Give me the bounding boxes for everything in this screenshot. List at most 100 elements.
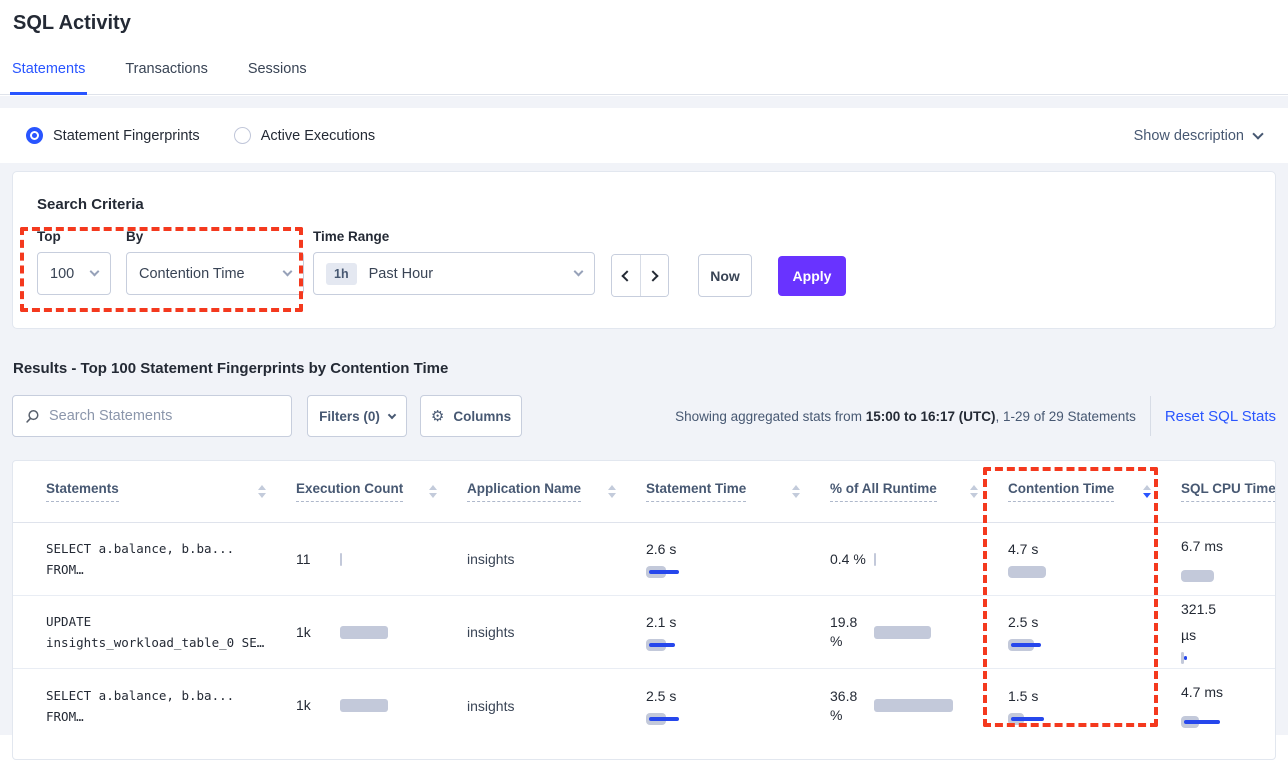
sql-cpu-time-cell: 321.5 µs [1181,600,1275,664]
time-range-value: Past Hour [368,265,434,282]
filters-label: Filters (0) [319,408,380,424]
top-field-group: Top 100 [37,229,111,295]
execution-count-cell: 11 [296,550,467,569]
sql-cpu-bar [1181,569,1214,582]
showing-stats-text: Showing aggregated stats from 15:00 to 1… [675,408,1136,424]
sort-icon [608,485,616,498]
by-label: By [126,229,144,244]
contention-time-cell: 2.5 s [1008,613,1181,651]
column-header-statement-time[interactable]: Statement Time [646,481,830,502]
sort-icon [429,485,437,498]
column-header-statements[interactable]: Statements [46,481,296,502]
chevron-left-icon [621,269,633,282]
next-time-range-button[interactable] [639,255,668,296]
radio-label: Active Executions [260,127,376,144]
chevron-down-icon [1252,127,1264,140]
search-criteria-heading: Search Criteria [37,196,144,213]
reset-sql-stats-link[interactable]: Reset SQL Stats [1164,407,1276,425]
by-select[interactable]: Contention Time [126,252,304,295]
showing-range: 15:00 to 16:17 (UTC) [865,408,996,424]
radio-active-executions[interactable]: Active Executions [233,127,376,144]
statement-link[interactable]: SELECT a.balance, b.ba... FROM… [46,541,235,577]
columns-button[interactable]: ⚙ Columns [420,395,522,437]
previous-time-range-button[interactable] [612,255,640,296]
sql-cpu-line [1184,720,1220,724]
statement-time-cell: 2.5 s [646,687,830,725]
tab-transactions[interactable]: Transactions [125,61,208,77]
sql-cpu-time-cell: 6.7 ms [1181,537,1275,582]
table-row: SELECT a.balance, b.ba... FROM… 1k insig… [13,669,1275,742]
page-header: SQL Activity Statements Transactions Ses… [0,0,1288,95]
top-select-value: 100 [50,265,75,282]
sql-cpu-line [1184,656,1187,660]
statement-time-cell: 2.6 s [646,540,830,578]
column-header-sql-cpu-time[interactable]: SQL CPU Time [1181,481,1275,502]
vertical-divider [1149,396,1151,436]
search-icon [26,409,39,423]
columns-label: Columns [453,408,512,424]
sort-icon [792,485,800,498]
table-row: SELECT a.balance, b.ba... FROM… 11 insig… [13,523,1275,596]
time-range-dropdown[interactable]: 1h Past Hour [313,252,595,295]
runtime-pct-bar [874,699,953,712]
contention-time-bar [1008,566,1046,578]
execution-count-cell: 1k [296,696,467,715]
now-button[interactable]: Now [698,254,752,297]
statement-link[interactable]: UPDATE insights_workload_table_0 SE… [46,614,265,650]
sql-cpu-time-cell: 4.7 ms [1181,683,1275,728]
search-statements-input[interactable] [49,408,279,424]
time-range-label: Time Range [313,229,390,244]
search-criteria-panel: Search Criteria Top 100 By Contention Ti… [12,171,1276,329]
contention-time-cell: 1.5 s [1008,687,1181,725]
chevron-down-icon [282,266,293,277]
search-statements-box [12,395,292,437]
tab-statements[interactable]: Statements [10,61,88,95]
by-select-value: Contention Time [139,265,245,282]
contention-time-cell: 4.7 s [1008,540,1181,578]
filters-button[interactable]: Filters (0) [307,395,407,437]
application-name-cell: insights [467,624,515,640]
time-range-badge: 1h [326,262,357,285]
top-label: Top [37,229,61,244]
page-title: SQL Activity [13,12,131,34]
runtime-pct-bar [874,552,876,566]
statement-time-cell: 2.1 s [646,613,830,651]
table-row: UPDATE insights_workload_table_0 SE… 1k … [13,596,1275,669]
time-range-arrows [611,254,669,297]
apply-button[interactable]: Apply [778,256,846,296]
chevron-down-icon [387,410,397,419]
column-header-contention-time[interactable]: Contention Time [1008,481,1181,502]
tab-sessions[interactable]: Sessions [247,61,307,77]
contention-time-line [1011,716,1044,721]
statements-table: Statements Execution Count Application N… [12,460,1276,760]
by-field-group: By Contention Time [126,229,304,295]
statement-link[interactable]: SELECT a.balance, b.ba... FROM… [46,687,235,724]
radio-statement-fingerprints[interactable]: Statement Fingerprints [26,127,200,144]
column-header-execution-count[interactable]: Execution Count [296,481,467,502]
sql-cpu-bar [1181,652,1184,664]
execution-count-bar [340,625,388,639]
gear-icon: ⚙ [430,407,445,425]
contention-time-line [1011,643,1041,647]
show-description-toggle[interactable]: Show description [1134,127,1264,144]
results-toolbar: Filters (0) ⚙ Columns Showing aggregated… [12,395,1276,437]
top-select[interactable]: 100 [37,252,111,295]
tab-bar: Statements Transactions Sessions [10,61,309,95]
execution-count-cell: 1k [296,623,467,642]
view-toggle-bar: Statement Fingerprints Active Executions… [0,108,1288,163]
application-name-cell: insights [467,551,515,567]
runtime-pct-cell: 19.8% [830,613,1008,651]
column-header-runtime-pct[interactable]: % of All Runtime [830,481,1008,502]
chevron-down-icon [573,266,584,277]
runtime-pct-bar [874,625,931,639]
execution-count-bar [340,552,342,566]
column-header-application-name[interactable]: Application Name [467,481,646,502]
sort-icon [258,485,266,498]
chevron-down-icon [89,266,100,277]
radio-selected-icon [26,127,43,144]
radio-label: Statement Fingerprints [53,127,200,144]
radio-unselected-icon [233,127,251,144]
toolbar-right: Showing aggregated stats from 15:00 to 1… [675,395,1276,437]
runtime-pct-cell: 0.4 % [830,550,1008,569]
statement-time-line [649,643,675,647]
